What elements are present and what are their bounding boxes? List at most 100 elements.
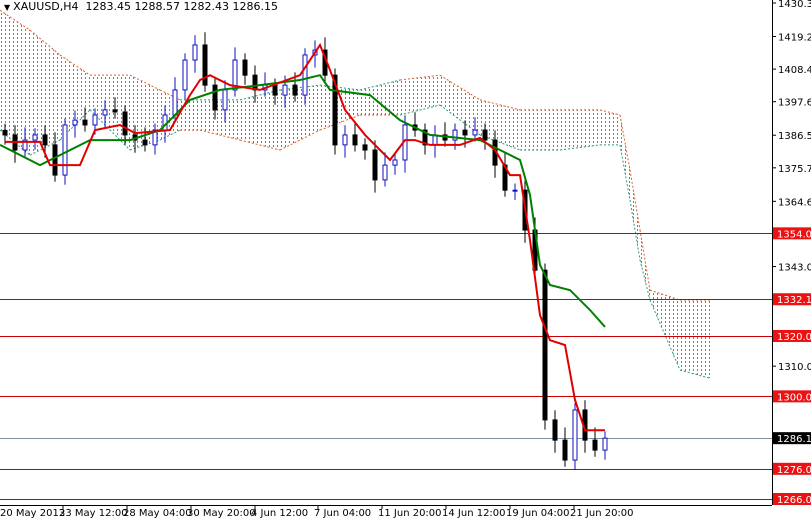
senkou-span-a [619, 114, 631, 171]
cloud-segment [360, 79, 400, 115]
price-tick-label: 1343.00 [778, 263, 811, 274]
cloud-segment [630, 169, 640, 260]
candle-body [242, 59, 248, 76]
symbol-label: XAUUSD,H4 [13, 0, 79, 13]
cloud-segment [520, 109, 560, 151]
kijun-sen-line [0, 74, 606, 328]
candle-body [102, 109, 108, 116]
senkou-span-a [279, 84, 321, 91]
candle-body [92, 114, 98, 126]
candle-body [252, 74, 258, 91]
time-tick-label: 23 May 12:00 [59, 508, 128, 518]
senkou-span-b [559, 144, 601, 151]
candle-body [592, 439, 598, 451]
level-price-label-bg [773, 462, 811, 475]
price-tick-label: 1386.50 [778, 131, 811, 142]
senkou-span-b [479, 134, 521, 151]
candle-body [172, 89, 178, 116]
time-tick-label: 20 May 2013 [0, 508, 65, 518]
triangle-down-icon[interactable]: ▼ [4, 3, 11, 12]
cloud-segment [480, 99, 520, 151]
senkou-span-a [649, 289, 681, 301]
candle-body [212, 84, 218, 111]
level-price-label: 1332.17 [777, 295, 811, 306]
candle-body [512, 189, 518, 192]
cloud-segment [90, 75, 130, 151]
candle-body [342, 134, 348, 146]
candle-body [232, 59, 238, 91]
senkou-span-b [399, 104, 441, 116]
senkou-span-b [619, 144, 631, 201]
candle-body [292, 84, 298, 96]
senkou-span-b [649, 299, 681, 371]
time-tick-label: 28 May 04:00 [123, 508, 192, 518]
candle-body [362, 144, 368, 151]
time-tick-label: 11 Jun 20:00 [378, 508, 442, 518]
senkou-span-a [29, 29, 61, 56]
price-tick-label: 1397.60 [778, 98, 811, 109]
cloud-segment [0, 10, 30, 156]
bid-price-label-bg [773, 432, 811, 445]
candle-body [572, 409, 578, 461]
senkou-span-a [399, 74, 441, 81]
cloud-segment [440, 75, 480, 135]
level-price-label-bg [773, 329, 811, 342]
candle-body [82, 119, 88, 126]
price-tick-label: 1430.30 [778, 0, 811, 10]
tenkan-sen-line [5, 42, 605, 432]
cloud-segment [400, 75, 440, 115]
cloud-segment [240, 89, 280, 151]
level-price-label: 1266.00 [777, 495, 811, 506]
price-axis[interactable]: 1430.30 1419.20 1408.40 1397.60 1386.50 1375.… [772, 0, 811, 518]
price-tick-label: 1310.00 [778, 362, 811, 373]
horizontal-levels[interactable] [0, 233, 772, 500]
senkou-span-a [239, 89, 281, 101]
candle-body [452, 129, 458, 141]
senkou-span-a [129, 74, 161, 91]
candle-body [202, 44, 208, 86]
price-tick-label: 1408.40 [778, 65, 811, 76]
time-tick-label: 7 Jun 04:00 [314, 508, 371, 518]
ichimoku-lines [0, 42, 606, 432]
candle-body [372, 149, 378, 181]
candle-body [382, 164, 388, 181]
time-tick-label: 19 Jun 04:00 [506, 508, 570, 518]
candle-body [122, 111, 128, 136]
candle-body [302, 54, 308, 96]
level-price-label: 1276.00 [777, 465, 811, 476]
cloud-segment [620, 115, 630, 201]
candle-body [542, 269, 548, 421]
candle-body [22, 139, 28, 151]
time-tick-label: 30 May 20:00 [187, 508, 256, 518]
ohlc-values: 1283.45 1288.57 1282.43 1286.15 [85, 0, 278, 13]
time-tick-label: 4 Jun 12:00 [251, 508, 308, 518]
senkou-span-a [319, 84, 361, 91]
senkou-span-b [239, 139, 281, 151]
cloud-segment [650, 290, 680, 371]
level-price-label-bg [773, 227, 811, 240]
candle-body [272, 84, 278, 96]
cloud-segment [680, 300, 710, 379]
chart-header: ▼ XAUUSD,H4 1283.45 1288.57 1282.43 1286.… [4, 0, 278, 13]
candle-body [392, 159, 398, 166]
candle-body [562, 439, 568, 461]
candle-body [52, 144, 58, 176]
cloud-segment [180, 99, 200, 131]
ichimoku-cloud [0, 9, 711, 379]
senkou-span-b [679, 369, 711, 379]
time-tick-label: 14 Jun 12:00 [442, 508, 506, 518]
candle-body [552, 419, 558, 441]
level-price-label: 1300.00 [777, 392, 811, 403]
time-axis-background [0, 505, 772, 518]
level-price-label: 1354.00 [777, 229, 811, 240]
price-axis-background [772, 0, 811, 518]
level-price-label-bg [773, 293, 811, 306]
cloud-segment [560, 109, 600, 151]
cloud-segment [200, 99, 240, 141]
senkou-span-b [279, 129, 321, 151]
candle-body [152, 129, 158, 146]
price-tick-label: 1375.70 [778, 164, 811, 175]
senkou-span-b [199, 129, 241, 141]
